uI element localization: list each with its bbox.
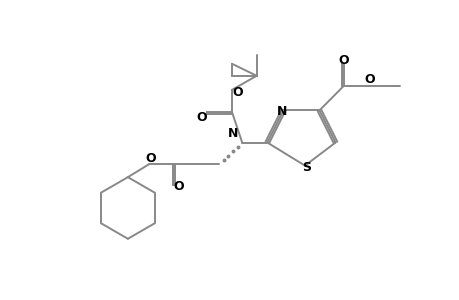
Text: O: O bbox=[337, 54, 348, 67]
Text: O: O bbox=[174, 180, 184, 193]
Text: O: O bbox=[364, 74, 375, 86]
Text: O: O bbox=[145, 152, 155, 165]
Text: O: O bbox=[196, 111, 206, 124]
Text: S: S bbox=[302, 161, 310, 174]
Text: N: N bbox=[276, 106, 286, 118]
Text: N: N bbox=[227, 127, 238, 140]
Text: O: O bbox=[232, 86, 243, 100]
